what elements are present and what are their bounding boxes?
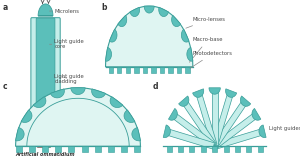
Polygon shape xyxy=(110,29,117,42)
Bar xyxy=(82,146,88,152)
FancyBboxPatch shape xyxy=(36,18,55,143)
Text: b: b xyxy=(101,3,107,12)
Bar xyxy=(258,146,263,152)
Bar xyxy=(143,67,147,73)
Text: d: d xyxy=(153,82,158,91)
Polygon shape xyxy=(182,29,189,42)
Text: c: c xyxy=(3,82,8,91)
Bar xyxy=(201,146,206,152)
Polygon shape xyxy=(183,102,216,147)
FancyBboxPatch shape xyxy=(31,18,60,143)
Bar xyxy=(109,67,113,73)
Bar xyxy=(134,146,140,152)
Polygon shape xyxy=(187,47,193,61)
Polygon shape xyxy=(215,129,261,149)
Polygon shape xyxy=(209,88,220,94)
Polygon shape xyxy=(118,15,127,27)
Polygon shape xyxy=(159,7,169,17)
Polygon shape xyxy=(179,96,189,106)
Polygon shape xyxy=(252,108,261,120)
Bar xyxy=(126,67,130,73)
Bar xyxy=(246,146,251,152)
Text: Artificial ommatidium: Artificial ommatidium xyxy=(16,152,75,157)
Polygon shape xyxy=(197,94,217,146)
Polygon shape xyxy=(132,128,140,141)
Polygon shape xyxy=(16,88,140,146)
Bar xyxy=(121,146,127,152)
Polygon shape xyxy=(110,97,123,108)
Polygon shape xyxy=(106,47,112,61)
Polygon shape xyxy=(130,7,140,17)
Polygon shape xyxy=(193,89,204,97)
Polygon shape xyxy=(21,110,32,122)
Bar xyxy=(235,146,240,152)
Bar xyxy=(95,146,101,152)
Polygon shape xyxy=(259,125,266,138)
Bar xyxy=(29,146,35,152)
Polygon shape xyxy=(163,125,170,138)
Bar xyxy=(44,143,50,147)
Polygon shape xyxy=(71,88,85,94)
Polygon shape xyxy=(212,94,232,146)
Text: a: a xyxy=(3,3,8,12)
Bar xyxy=(167,146,172,152)
Bar xyxy=(117,67,122,73)
Polygon shape xyxy=(173,114,215,148)
Text: Micro-lenses: Micro-lenses xyxy=(186,17,226,28)
Polygon shape xyxy=(144,6,154,13)
Bar xyxy=(68,146,74,152)
Polygon shape xyxy=(213,102,246,147)
Bar xyxy=(177,67,181,73)
Bar xyxy=(55,146,61,152)
Bar xyxy=(42,146,48,152)
Polygon shape xyxy=(169,108,177,120)
Polygon shape xyxy=(241,96,251,106)
Text: Photodetectors: Photodetectors xyxy=(190,51,233,68)
Polygon shape xyxy=(226,89,237,97)
Bar xyxy=(185,67,190,73)
Bar xyxy=(189,146,194,152)
Bar xyxy=(160,67,164,73)
Text: Microlens: Microlens xyxy=(50,9,80,14)
Polygon shape xyxy=(124,110,135,122)
Bar xyxy=(178,146,183,152)
Bar xyxy=(37,143,44,147)
Polygon shape xyxy=(172,15,181,27)
Polygon shape xyxy=(38,4,53,16)
Polygon shape xyxy=(214,114,256,148)
Bar xyxy=(151,67,156,73)
Polygon shape xyxy=(106,6,193,67)
Bar xyxy=(108,146,114,152)
Polygon shape xyxy=(33,97,46,108)
Text: Macro-base: Macro-base xyxy=(189,37,223,62)
Bar xyxy=(134,67,139,73)
Text: Light guide
cladding: Light guide cladding xyxy=(55,74,84,84)
Text: Photodetector: Photodetector xyxy=(50,142,92,147)
Polygon shape xyxy=(212,92,218,145)
Bar xyxy=(224,146,229,152)
Text: Light guide
core: Light guide core xyxy=(50,39,84,49)
Bar xyxy=(168,67,173,73)
Polygon shape xyxy=(16,128,24,141)
Bar xyxy=(212,146,217,152)
Bar xyxy=(16,146,22,152)
Polygon shape xyxy=(92,89,106,98)
Text: Light guides: Light guides xyxy=(261,126,300,131)
Polygon shape xyxy=(50,89,64,98)
Polygon shape xyxy=(168,129,214,149)
